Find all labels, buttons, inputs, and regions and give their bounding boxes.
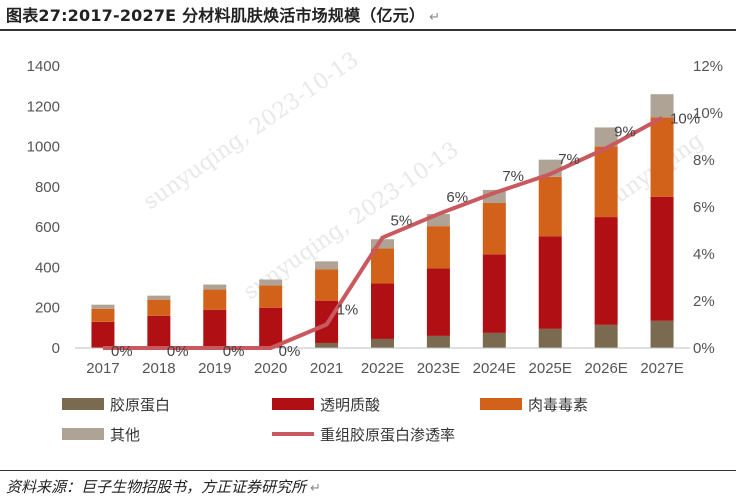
bar-segment — [203, 309, 227, 348]
legend-label: 其他 — [110, 426, 140, 444]
legend-swatch — [480, 398, 522, 410]
x-axis-tick-label: 2024E — [473, 360, 516, 377]
bar-segment — [371, 338, 394, 348]
x-axis-tick-label: 2017 — [86, 360, 119, 377]
left-axis-tick-label: 400 — [35, 259, 60, 276]
right-axis-tick-label: 10% — [693, 105, 723, 122]
bar-segment — [91, 321, 115, 348]
left-axis-tick-label: 600 — [35, 219, 60, 236]
right-axis-tick-label: 2% — [693, 293, 715, 310]
bar-segment — [594, 324, 618, 348]
bar-segment — [371, 283, 394, 339]
bar-segment — [650, 94, 674, 118]
legend-label: 胶原蛋白 — [110, 396, 170, 414]
return-mark-icon: ↵ — [429, 10, 441, 25]
bottom-divider — [0, 470, 736, 471]
right-axis-tick-label: 4% — [693, 246, 715, 263]
line-point-label: 7% — [502, 168, 524, 185]
bar-segment — [371, 239, 394, 249]
bar-segment — [538, 328, 562, 348]
x-axis-tick-label: 2020 — [254, 360, 287, 377]
bar-segment — [315, 269, 339, 301]
bar-segment — [91, 304, 115, 309]
figure-title-text: 图表27:2017-2027E 分材料肌肤焕活市场规模（亿元） — [6, 6, 426, 25]
x-axis-tick-label: 2026E — [584, 360, 627, 377]
legend-label: 透明质酸 — [320, 396, 380, 414]
legend-swatch — [62, 428, 104, 440]
bar-segment — [650, 320, 674, 348]
legend-swatch — [62, 398, 104, 410]
right-axis-tick-label: 6% — [693, 199, 715, 216]
right-axis-tick-label: 12% — [693, 58, 723, 75]
bar-segment — [315, 261, 339, 270]
watermark-text: sunyuqing, 2023-10-13 — [139, 47, 363, 215]
x-axis-tick-label: 2023E — [417, 360, 460, 377]
bar-segment — [371, 248, 394, 284]
left-axis-tick-label: 800 — [35, 179, 60, 196]
bar-segment — [426, 335, 450, 348]
bar-segment — [259, 307, 283, 348]
left-axis-tick-label: 1000 — [27, 139, 60, 156]
bar-segment — [482, 254, 506, 333]
penetration-rate-line — [102, 115, 664, 350]
x-axis-tick-label: 2022E — [361, 360, 404, 377]
line-point-label: 7% — [558, 151, 580, 168]
legend-label: 重组胶原蛋白渗透率 — [320, 426, 455, 444]
bar-segment — [147, 295, 171, 300]
line-point-label: 10% — [670, 111, 700, 128]
bar-segment — [203, 284, 227, 290]
line-point-label: 0% — [279, 343, 301, 360]
left-axis-tick-label: 200 — [35, 300, 60, 317]
bar-segment — [259, 285, 283, 308]
bar-segment — [594, 217, 618, 325]
bar-segment — [538, 236, 562, 329]
legend-label: 肉毒毒素 — [528, 396, 588, 414]
x-axis-tick-label: 2025E — [529, 360, 572, 377]
figure-title: 图表27:2017-2027E 分材料肌肤焕活市场规模（亿元） ↵ — [6, 2, 440, 26]
line-point-label: 1% — [337, 302, 359, 319]
bar-segment — [594, 127, 618, 147]
bar-segment — [594, 146, 618, 218]
axis-layer: 0 200 400 600 800 1000 1200 1400 0% 2% 4% 6% 8% 10% 12… — [27, 58, 723, 377]
line-point-label: 6% — [446, 189, 468, 206]
bar-segment — [203, 289, 227, 310]
bar-segment — [147, 299, 171, 316]
bar-segment — [91, 308, 115, 322]
bar-segment — [259, 279, 283, 286]
left-axis-tick-label: 1200 — [27, 98, 60, 115]
source-text: 资料来源：巨子生物招股书，方正证券研究所 — [6, 478, 307, 496]
line-point-label: 0% — [111, 343, 133, 360]
x-axis-tick-label: 2021 — [310, 360, 343, 377]
top-divider — [0, 29, 736, 31]
line-point-label: 5% — [391, 213, 413, 230]
bar-segment — [426, 268, 450, 336]
line-layer: 0% 0% 0% 0% 1% 5% 6% 7% 7% 9% 10% — [102, 111, 700, 360]
bar-segment — [147, 315, 171, 348]
bar-segment — [650, 196, 674, 321]
bars-layer — [91, 94, 674, 348]
legend-swatch — [272, 398, 314, 410]
bar-segment — [650, 117, 674, 197]
left-axis-tick-label: 1400 — [27, 58, 60, 75]
right-axis-tick-label: 8% — [693, 152, 715, 169]
return-mark-icon: ↵ — [310, 481, 321, 496]
x-axis-tick-label: 2018 — [142, 360, 175, 377]
line-point-label: 0% — [223, 343, 245, 360]
bar-segment — [315, 342, 339, 348]
line-point-label: 9% — [614, 123, 636, 140]
bar-segment — [482, 332, 506, 348]
right-axis-tick-label: 0% — [693, 340, 715, 357]
x-axis-tick-label: 2019 — [198, 360, 231, 377]
bar-segment — [426, 226, 450, 269]
x-axis-tick-label: 2027E — [640, 360, 683, 377]
bar-segment — [482, 202, 506, 255]
left-axis-tick-label: 0 — [52, 340, 60, 357]
line-point-label: 0% — [167, 343, 189, 360]
bar-segment — [538, 176, 562, 237]
source-note: 资料来源：巨子生物招股书，方正证券研究所 ↵ — [6, 476, 321, 497]
